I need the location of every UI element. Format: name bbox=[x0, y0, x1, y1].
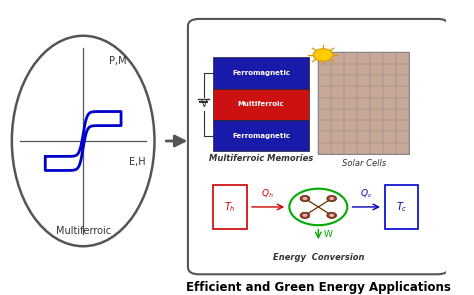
Text: E,H: E,H bbox=[129, 157, 146, 167]
Circle shape bbox=[302, 197, 308, 200]
Text: Multiferroic: Multiferroic bbox=[238, 101, 284, 107]
Circle shape bbox=[327, 196, 337, 201]
Circle shape bbox=[300, 196, 310, 201]
Bar bbox=[213, 185, 247, 229]
Text: W: W bbox=[324, 230, 333, 239]
Circle shape bbox=[329, 214, 334, 217]
Text: Solar Cells: Solar Cells bbox=[341, 160, 386, 168]
Circle shape bbox=[302, 214, 308, 217]
Text: P,M: P,M bbox=[109, 56, 127, 66]
Bar bbox=[213, 89, 309, 120]
Circle shape bbox=[327, 212, 337, 219]
Circle shape bbox=[300, 212, 310, 219]
Text: Ferromagnetic: Ferromagnetic bbox=[232, 133, 290, 139]
Text: Efficient and Green Energy Applications: Efficient and Green Energy Applications bbox=[186, 281, 451, 294]
Bar bbox=[385, 185, 419, 229]
Circle shape bbox=[329, 197, 334, 200]
Bar bbox=[319, 53, 409, 154]
Text: $Q_h$: $Q_h$ bbox=[261, 187, 273, 200]
Text: $Q_c$: $Q_c$ bbox=[360, 187, 373, 200]
Circle shape bbox=[313, 49, 333, 61]
Bar bbox=[213, 57, 309, 89]
Text: Multiferroic: Multiferroic bbox=[55, 227, 111, 237]
Text: Multiferroic Memories: Multiferroic Memories bbox=[209, 154, 313, 163]
Circle shape bbox=[289, 189, 347, 225]
Bar bbox=[213, 120, 309, 151]
Text: Ferromagnetic: Ferromagnetic bbox=[232, 70, 290, 76]
Text: $T_c$: $T_c$ bbox=[396, 200, 408, 214]
Text: V: V bbox=[201, 99, 207, 109]
Text: Energy  Conversion: Energy Conversion bbox=[273, 253, 364, 263]
Text: $T_h$: $T_h$ bbox=[224, 200, 236, 214]
